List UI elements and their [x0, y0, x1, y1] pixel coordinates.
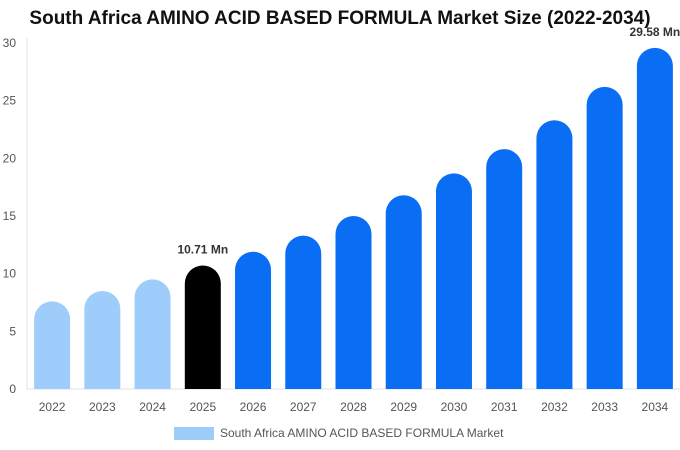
bar-2023 — [84, 290, 121, 389]
x-tick-label: 2023 — [89, 400, 116, 414]
x-tick-label: 2033 — [591, 400, 618, 414]
data-label-2025: 10.71 Mn — [177, 242, 228, 256]
y-tick-label: 10 — [3, 267, 17, 281]
y-tick-label: 5 — [9, 324, 16, 338]
bar-2024 — [134, 279, 171, 389]
x-tick-label: 2032 — [541, 400, 568, 414]
x-tick-label: 2026 — [240, 400, 267, 414]
bar-2028 — [335, 216, 372, 389]
x-tick-label: 2025 — [189, 400, 216, 414]
bar-2029 — [385, 195, 422, 389]
bar-2032 — [536, 120, 573, 390]
x-tick-label: 2030 — [441, 400, 468, 414]
x-tick-label: 2027 — [290, 400, 317, 414]
bar-2025 — [184, 265, 221, 389]
legend-swatch — [174, 426, 214, 440]
bar-2027 — [285, 235, 322, 389]
bar-2022 — [34, 301, 71, 389]
x-tick-label: 2031 — [491, 400, 518, 414]
y-tick-label: 20 — [3, 151, 17, 165]
y-tick-label: 25 — [3, 94, 17, 108]
x-tick-label: 2024 — [139, 400, 166, 414]
x-tick-label: 2034 — [642, 400, 669, 414]
y-tick-label: 30 — [3, 36, 17, 50]
y-tick-label: 15 — [3, 209, 17, 223]
y-tick-label: 0 — [9, 382, 16, 396]
chart-title: South Africa AMINO ACID BASED FORMULA Ma… — [29, 8, 651, 29]
bar-2031 — [486, 149, 523, 389]
x-tick-label: 2029 — [390, 400, 417, 414]
bar-2033 — [586, 86, 623, 390]
bar-2034 — [636, 47, 673, 390]
legend: South Africa AMINO ACID BASED FORMULA Ma… — [174, 425, 503, 441]
x-tick-label: 2028 — [340, 400, 367, 414]
data-label-2034: 29.58 Mn — [630, 25, 680, 39]
legend-label: South Africa AMINO ACID BASED FORMULA Ma… — [220, 426, 504, 440]
bar-2030 — [435, 173, 472, 389]
x-tick-label: 2022 — [39, 400, 66, 414]
bar-2026 — [235, 251, 272, 389]
